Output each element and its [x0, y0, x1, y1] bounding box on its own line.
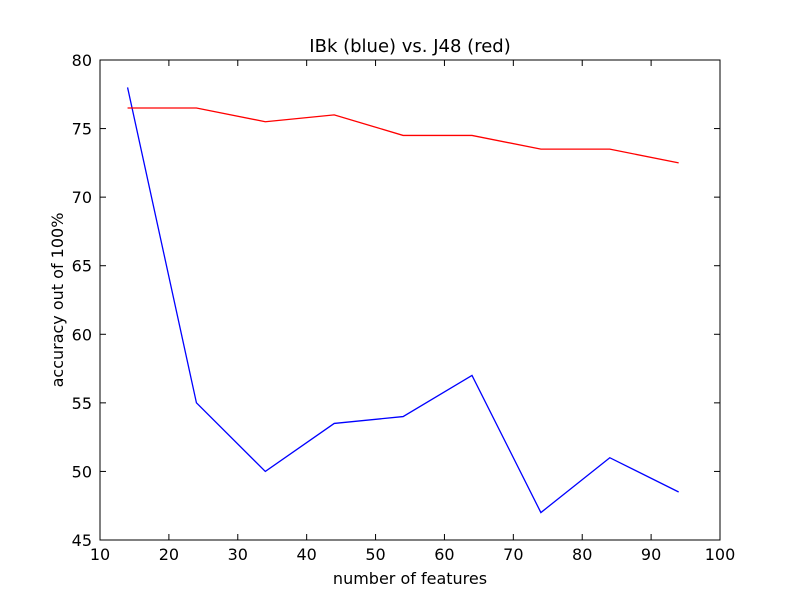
- y-tick-label: 60: [72, 325, 92, 344]
- x-tick-label: 40: [296, 545, 316, 564]
- series-line-blue: [126, 87, 679, 514]
- y-tick-label: 70: [72, 188, 92, 207]
- plot-area: 10 20 30 40 50 60 70 80 90 100 45 50 55 60 65 70 75 80: [72, 51, 736, 564]
- x-tick-label: 30: [228, 545, 248, 564]
- x-axis-label: number of features: [333, 569, 487, 588]
- x-tick-label: 80: [572, 545, 592, 564]
- x-tick-label: 60: [434, 545, 454, 564]
- plot-frame: [99, 59, 721, 541]
- y-axis-label: accuracy out of 100%: [48, 213, 67, 388]
- y-tick-label: 75: [72, 120, 92, 139]
- x-tick-label: 50: [365, 545, 385, 564]
- y-tick-label: 80: [72, 51, 92, 70]
- x-tick-label: 100: [705, 545, 736, 564]
- x-tick-label: 70: [503, 545, 523, 564]
- x-tick-label: 10: [90, 545, 110, 564]
- y-tick-label: 45: [72, 531, 92, 550]
- y-tick-label: 65: [72, 257, 92, 276]
- y-tick-label: 50: [72, 462, 92, 481]
- x-tick-label: 90: [641, 545, 661, 564]
- series-line-red: [127, 107, 679, 164]
- y-tick-label: 55: [72, 394, 92, 413]
- chart-title: IBk (blue) vs. J48 (red): [309, 36, 510, 57]
- x-tick-label: 20: [159, 545, 179, 564]
